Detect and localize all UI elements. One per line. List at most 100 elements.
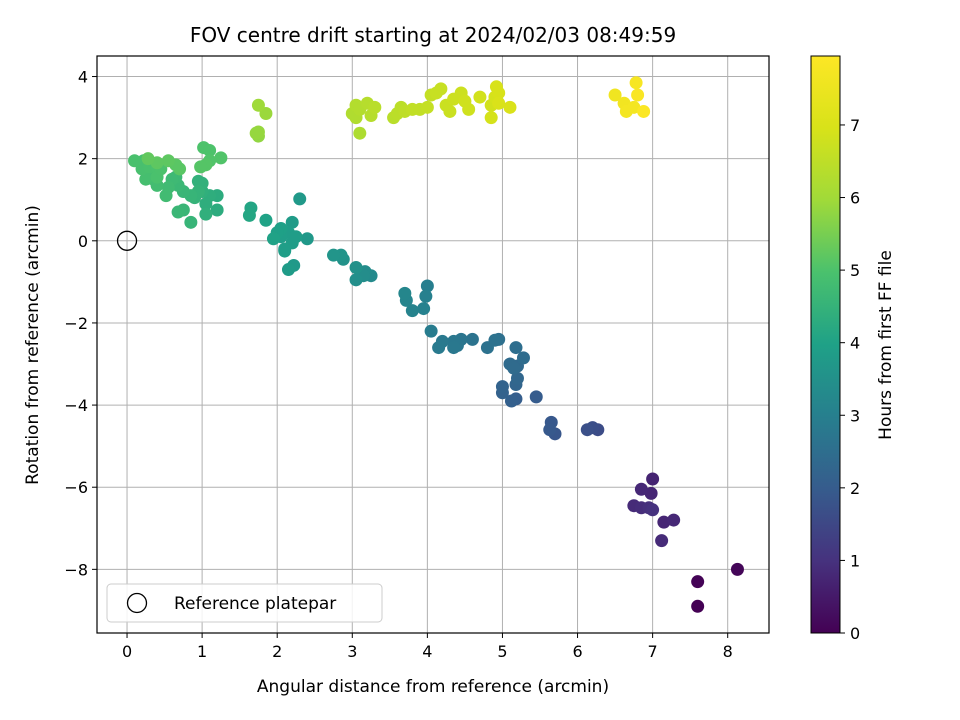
data-point — [278, 244, 292, 258]
data-point — [327, 248, 341, 262]
y-axis-ticks: −8 −6 −4 −2 0 2 4 — [64, 68, 97, 579]
data-points — [128, 76, 744, 613]
x-tick-label: 8 — [723, 642, 733, 661]
data-point — [141, 152, 155, 166]
reference-marker — [116, 230, 138, 251]
colorbar-tick-label: 5 — [850, 261, 860, 280]
data-point — [417, 302, 431, 316]
data-point — [503, 100, 517, 114]
data-point — [353, 126, 367, 140]
data-point — [516, 351, 530, 365]
colorbar-tick-label: 2 — [850, 479, 860, 498]
data-point — [504, 394, 518, 408]
data-point — [281, 263, 295, 277]
data-point — [443, 104, 457, 118]
data-point — [495, 380, 509, 394]
y-tick-label: −4 — [64, 396, 88, 415]
colorbar-tick-label: 1 — [850, 551, 860, 570]
data-point — [420, 100, 434, 114]
data-point — [492, 86, 506, 100]
y-tick-label: 2 — [78, 150, 88, 169]
data-point — [655, 534, 669, 548]
chart-title: FOV centre drift starting at 2024/02/03 … — [190, 23, 676, 47]
data-point — [608, 88, 622, 102]
data-point — [419, 289, 433, 303]
data-point — [510, 371, 524, 385]
data-point — [184, 215, 198, 229]
data-point — [349, 260, 363, 274]
data-point — [203, 143, 217, 157]
data-point — [631, 88, 645, 102]
colorbar-tick-label: 7 — [850, 116, 860, 135]
data-point — [210, 203, 224, 217]
data-point — [447, 341, 461, 355]
data-point — [214, 151, 228, 165]
data-point — [644, 486, 658, 500]
data-point — [128, 154, 142, 168]
data-point — [171, 205, 185, 219]
legend-marker-icon — [126, 592, 148, 614]
data-point — [199, 207, 213, 221]
y-tick-label: 0 — [78, 232, 88, 251]
data-point — [730, 562, 744, 576]
data-point — [646, 503, 660, 517]
data-point — [646, 472, 660, 486]
x-tick-label: 0 — [122, 642, 132, 661]
x-tick-label: 6 — [572, 642, 582, 661]
data-point — [191, 174, 205, 188]
data-point — [194, 160, 208, 174]
data-point — [251, 98, 265, 112]
data-point — [420, 279, 434, 293]
y-tick-label: −8 — [64, 560, 88, 579]
legend: Reference platepar — [106, 583, 383, 623]
x-tick-label: 5 — [497, 642, 507, 661]
data-point — [289, 230, 303, 244]
data-point — [199, 197, 213, 211]
reference-point — [116, 230, 138, 251]
data-point — [488, 333, 502, 347]
data-point — [691, 599, 705, 613]
data-point — [398, 286, 412, 300]
y-axis-label: Rotation from reference (arcmin) — [23, 205, 43, 485]
x-tick-label: 2 — [272, 642, 282, 661]
data-point — [543, 423, 557, 437]
data-point — [266, 232, 280, 246]
data-point — [259, 106, 273, 120]
legend-entry: Reference platepar — [174, 594, 336, 614]
data-point — [634, 482, 648, 496]
data-point — [259, 213, 273, 227]
y-tick-label: −6 — [64, 478, 88, 497]
data-point — [473, 90, 487, 104]
data-point — [159, 189, 173, 203]
colorbar-tick-label: 0 — [850, 624, 860, 643]
data-point — [492, 96, 506, 110]
data-point — [637, 104, 651, 118]
data-point — [424, 324, 438, 338]
colorbar-tick-label: 6 — [850, 189, 860, 208]
data-point — [139, 172, 153, 186]
data-point — [657, 515, 671, 529]
data-point — [507, 361, 521, 375]
data-point — [432, 341, 446, 355]
data-point — [667, 513, 681, 527]
x-tick-label: 3 — [347, 642, 357, 661]
colorbar-label: Hours from first FF file — [876, 250, 896, 440]
data-point — [300, 232, 314, 246]
x-tick-label: 7 — [648, 642, 658, 661]
colorbar-tick-label: 3 — [850, 406, 860, 425]
data-point — [462, 102, 476, 116]
data-point — [509, 341, 523, 355]
data-point — [368, 100, 382, 114]
colorbar-gradient — [810, 55, 841, 634]
data-point — [484, 111, 498, 125]
data-point — [161, 154, 175, 168]
y-tick-label: −2 — [64, 314, 88, 333]
data-point — [285, 215, 299, 229]
data-point — [405, 304, 419, 318]
colorbar-ticks: 0 1 2 3 4 5 6 7 — [840, 116, 860, 643]
x-tick-label: 1 — [197, 642, 207, 661]
data-point — [627, 100, 641, 114]
data-point — [249, 126, 263, 140]
data-point — [691, 575, 705, 589]
